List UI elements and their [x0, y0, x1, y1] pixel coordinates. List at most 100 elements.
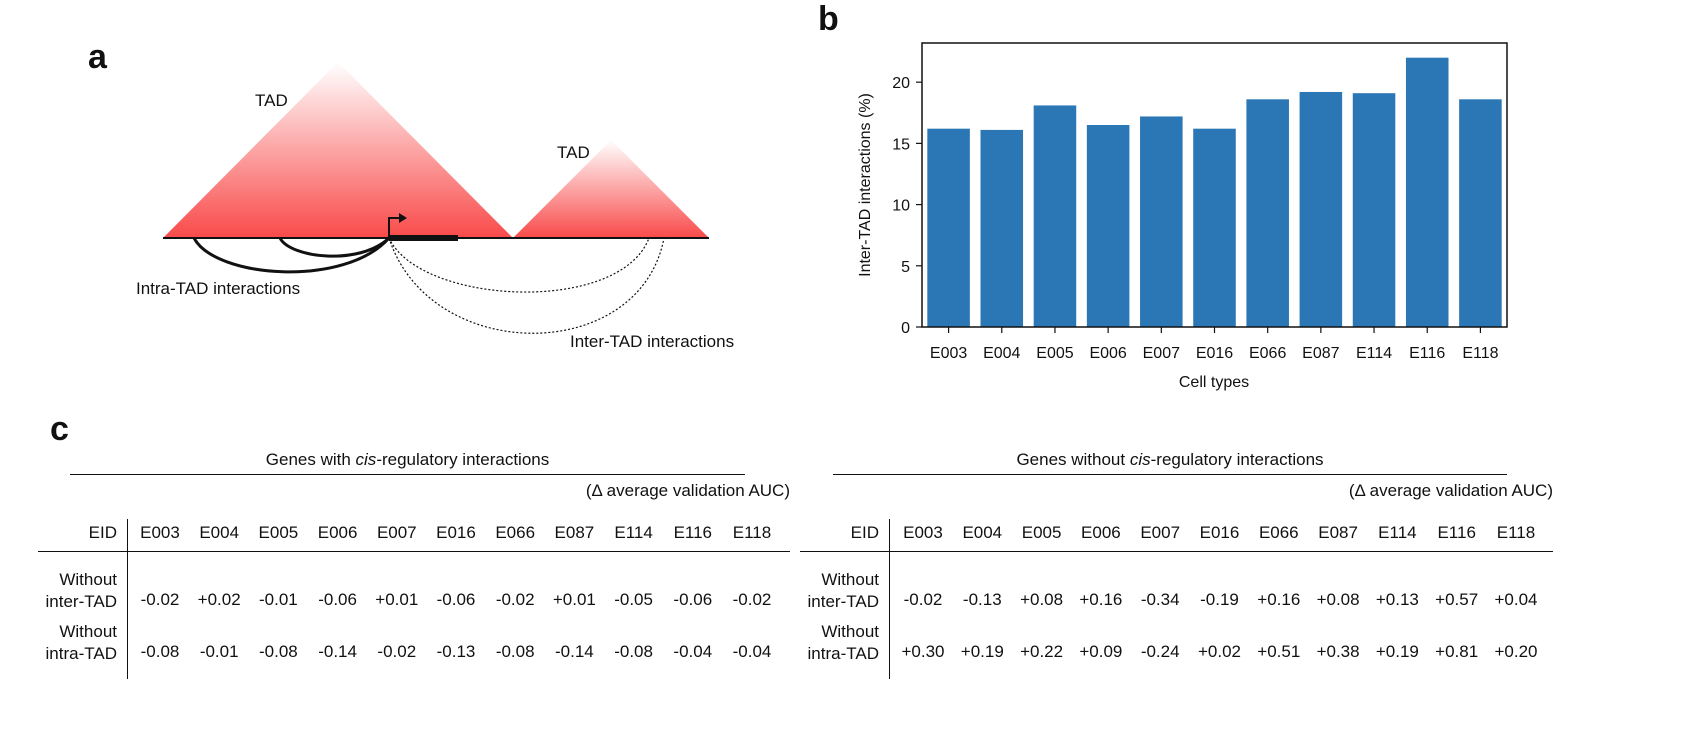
- tss-arrow-icon: [388, 217, 401, 238]
- panel-c-letter: c: [50, 410, 69, 448]
- row-label-line-2: inter-TAD: [807, 592, 879, 611]
- column-header-E066: E066: [1258, 523, 1299, 542]
- intra-tad-arc-2: [278, 236, 391, 258]
- table-title-pre: Genes without: [1016, 450, 1130, 469]
- tss-arrowhead-icon: [399, 213, 407, 223]
- bar-E006: [1086, 125, 1130, 327]
- table-vertical-rule: [889, 519, 890, 679]
- row-label-line-1: Without: [59, 622, 117, 641]
- row-label-line-1: Without: [821, 570, 879, 589]
- x-tick-label: E005: [1036, 345, 1073, 362]
- eid-label: EID: [88, 523, 117, 542]
- table-title-post: -regulatory interactions: [376, 450, 550, 469]
- table-cell-value: -0.06: [436, 590, 476, 609]
- table-cell-value: -0.08: [259, 642, 298, 661]
- column-header-E005: E005: [258, 523, 299, 542]
- table-cell-value: -0.08: [495, 642, 535, 661]
- row-label-line-1: Without: [59, 570, 117, 589]
- table-subtitle: (Δ average validation AUC): [1348, 481, 1553, 500]
- column-header-E003: E003: [903, 523, 943, 542]
- bar-E116: [1405, 57, 1449, 327]
- table-cell-value: +0.19: [960, 642, 1004, 661]
- bar-E016: [1193, 128, 1236, 327]
- column-header-E016: E016: [1199, 523, 1240, 542]
- x-tick-label: E114: [1356, 345, 1392, 362]
- column-header-E007: E007: [376, 523, 417, 542]
- table-title: Genes with cis-regulatory interactions: [70, 450, 745, 470]
- y-tick-label: 20: [892, 75, 910, 92]
- table-cell-value: +0.51: [1257, 642, 1301, 661]
- column-header-E004: E004: [199, 523, 240, 542]
- panel-b-letter: b: [818, 0, 839, 38]
- column-header-E006: E006: [317, 523, 358, 542]
- table-cell-value: +0.13: [1375, 590, 1419, 609]
- row-label-line-2: inter-TAD: [45, 592, 117, 611]
- column-header-E003: E003: [140, 523, 180, 542]
- table-cell-value: -0.04: [673, 642, 713, 661]
- table-cell-value: +0.08: [1316, 590, 1360, 609]
- x-tick-label: E004: [983, 345, 1020, 362]
- table-subtitle: (Δ average validation AUC): [585, 481, 790, 500]
- row-label-line-2: intra-TAD: [45, 644, 117, 663]
- table-title-italic: cis: [1129, 450, 1151, 469]
- table-cell-value: +0.16: [1257, 590, 1301, 609]
- table-cell-value: -0.13: [436, 642, 476, 661]
- table-cell-value: +0.01: [552, 590, 596, 609]
- table-cell-value: +0.19: [1375, 642, 1419, 661]
- y-tick-label: 5: [901, 259, 910, 276]
- table-title-rule: [70, 474, 745, 475]
- column-header-E118: E118: [732, 523, 772, 542]
- table-title-pre: Genes with: [265, 450, 356, 469]
- bar-E005: [1033, 105, 1077, 328]
- y-tick-label: 0: [901, 320, 910, 337]
- table-cell-value: -0.01: [199, 642, 239, 661]
- x-tick-label: E006: [1089, 345, 1126, 362]
- column-header-E116: E116: [1437, 523, 1476, 542]
- column-header-E007: E007: [1140, 523, 1181, 542]
- bar-E004: [980, 129, 1024, 327]
- table-cell-value: +0.04: [1494, 590, 1538, 609]
- table-cell-value: -0.24: [1140, 642, 1180, 661]
- table-cell-value: +0.20: [1494, 642, 1538, 661]
- column-header-E116: E116: [673, 523, 713, 542]
- table-header-rule: [800, 551, 1553, 552]
- table-cell-value: -0.08: [140, 642, 180, 661]
- column-header-E087: E087: [1318, 523, 1358, 542]
- panel-a-letter: a: [88, 38, 107, 76]
- table-cell-value: +0.01: [375, 590, 419, 609]
- table-cell-value: -0.08: [614, 642, 653, 661]
- tad-left-label: TAD: [255, 91, 288, 110]
- x-tick-label: E066: [1249, 345, 1286, 362]
- y-axis-label: Inter-TAD interactions (%): [857, 93, 874, 277]
- table-cell-value: -0.19: [1200, 590, 1239, 609]
- table-cell-value: -0.02: [495, 590, 535, 609]
- column-header-E016: E016: [436, 523, 476, 542]
- x-axis-label: Cell types: [1179, 374, 1249, 391]
- y-tick-label: 15: [892, 136, 910, 153]
- table-title-italic: cis: [355, 450, 377, 469]
- table-title-rule: [833, 474, 1507, 475]
- bar-E114: [1352, 93, 1396, 327]
- table-cell-value: -0.01: [259, 590, 298, 609]
- table-cell-value: +0.08: [1020, 590, 1064, 609]
- column-header-E087: E087: [554, 523, 595, 542]
- x-tick-label: E003: [930, 345, 967, 362]
- row-label-line-1: Without: [821, 622, 879, 641]
- table-cell-value: -0.14: [555, 642, 594, 661]
- table-cell-value: +0.81: [1435, 642, 1479, 661]
- table-cell-value: +0.02: [1197, 642, 1241, 661]
- inter-tad-label: Inter-TAD interactions: [570, 332, 734, 351]
- table-cell-value: -0.02: [903, 590, 943, 609]
- x-tick-label: E087: [1302, 345, 1339, 362]
- row-label-line-2: intra-TAD: [807, 644, 879, 663]
- bar-E118: [1459, 99, 1502, 327]
- table-title: Genes without cis-regulatory interaction…: [833, 450, 1507, 470]
- tad-left-triangle: [163, 62, 513, 238]
- table-cell-value: -0.34: [1140, 590, 1180, 609]
- row-label: Without inter-TAD: [17, 569, 117, 613]
- bar-E003: [927, 128, 970, 327]
- eid-label: EID: [850, 523, 879, 542]
- table-header-rule: [38, 551, 790, 552]
- table-cell-value: +0.09: [1079, 642, 1123, 661]
- table-title-post: -regulatory interactions: [1150, 450, 1324, 469]
